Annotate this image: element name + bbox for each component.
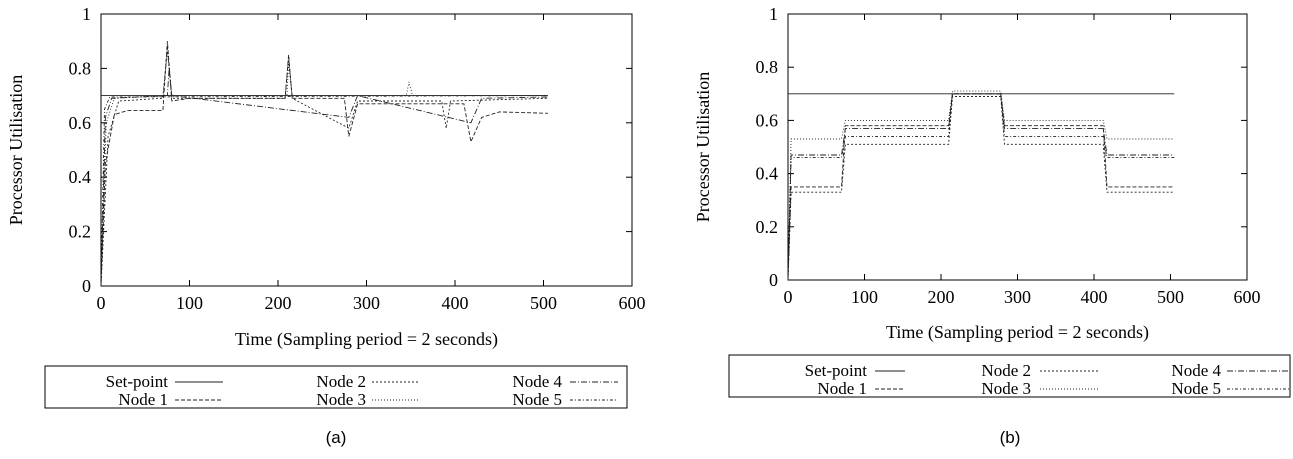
x-tick-label: 200 [265,293,292,313]
series-line-node-5 [787,93,1175,281]
y-tick-label: 0.4 [69,167,92,187]
chart-panel-b: 0 100 200 300 400 500 600 0 0.2 0.4 0.6 0.8 1 Time (S… [693,4,1291,447]
legend-label: Node 3 [981,379,1031,398]
series-line-node-1 [100,41,548,287]
x-tick-label: 0 [97,293,106,313]
x-tick-label: 100 [851,287,878,307]
legend-label: Set-point [106,372,169,391]
y-tick-label: 0.6 [69,113,92,133]
x-axis-label: Time (Sampling period = 2 seconds) [886,322,1149,343]
x-tick-label: 0 [784,287,793,307]
series-line-node-2 [787,96,1175,281]
x-tick-label: 600 [619,293,646,313]
x-tick-label: 500 [530,293,557,313]
series-line-node-2 [100,46,548,287]
legend-label: Node 4 [512,372,562,391]
y-tick-label: 1 [769,4,778,24]
legend-label: Node 2 [981,361,1031,380]
x-tick-label: 500 [1157,287,1184,307]
legend-label: Node 4 [1171,361,1221,380]
x-tick-label: 400 [442,293,469,313]
y-axis-label: Processor Utilisation [693,72,713,223]
y-tick-label: 1 [82,4,91,24]
x-tick-label: 200 [928,287,955,307]
panel-caption: (b) [1000,428,1021,447]
y-tick-label: 0.6 [756,110,779,130]
legend-label: Node 5 [512,390,562,409]
x-axis-label: Time (Sampling period = 2 seconds) [235,329,498,350]
x-tick-label: 100 [176,293,203,313]
y-tick-label: 0.2 [756,217,779,237]
chart-panel-a: 0 100 200 300 400 500 600 0 0.2 0.4 0.6 0.8 1 Time (S… [6,4,646,447]
y-tick-label: 0 [769,270,778,290]
panel-caption: (a) [326,428,347,447]
y-tick-label: 0.8 [756,57,779,77]
legend-box [44,365,628,409]
x-tick-label: 600 [1234,287,1261,307]
legend-label: Set-point [805,361,868,380]
legend-label: Node 2 [316,372,366,391]
series-line-node-4 [100,68,548,287]
legend-label: Node 5 [1171,379,1221,398]
legend-label: Node 1 [118,390,168,409]
legend-label: Node 1 [817,379,867,398]
x-tick-label: 300 [353,293,380,313]
series-line-node-4 [787,93,1175,281]
y-tick-label: 0.8 [69,58,92,78]
y-axis-label: Processor Utilisation [6,75,26,226]
y-tick-label: 0.2 [69,222,92,242]
x-tick-label: 300 [1004,287,1031,307]
plot-frame [787,13,1248,281]
legend-box [728,354,1291,398]
series-line-node-3 [787,90,1175,281]
x-tick-label: 400 [1081,287,1108,307]
plot-frame [100,13,633,287]
y-tick-label: 0 [82,276,91,296]
series-line-node-5 [100,95,548,287]
legend-label: Node 3 [316,390,366,409]
series-line-node-1 [787,93,1175,281]
y-tick-label: 0.4 [756,164,779,184]
